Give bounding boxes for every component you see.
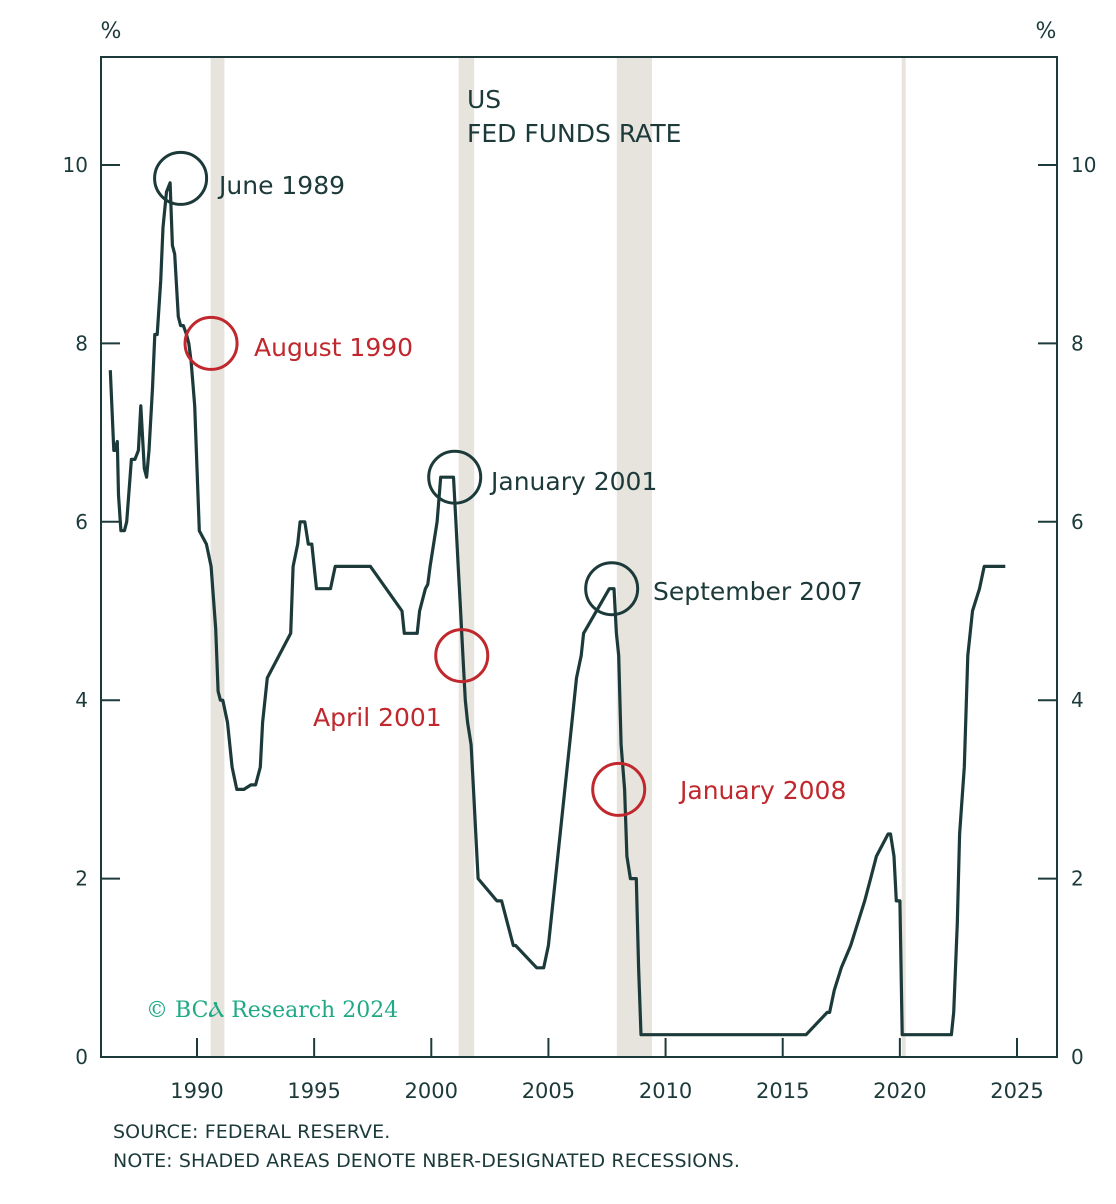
chart-title-line-2: FED FUNDS RATE bbox=[467, 119, 681, 148]
annotation-label-september-2007: September 2007 bbox=[653, 577, 863, 606]
annotation-label-august-1990: August 1990 bbox=[254, 333, 413, 362]
copyright-credit: © BCⲀ Research 2024 bbox=[146, 998, 398, 1023]
annotation-label-april-2001: April 2001 bbox=[313, 703, 442, 732]
annotation-circle-january-2008 bbox=[591, 761, 647, 817]
x-tick-label-2020: 2020 bbox=[873, 1079, 926, 1103]
x-tick-label-1990: 1990 bbox=[170, 1079, 223, 1103]
fed-funds-rate-line bbox=[108, 181, 1006, 1037]
x-tick-label-2010: 2010 bbox=[639, 1079, 692, 1103]
y-tick-label-right-4: 4 bbox=[1071, 688, 1084, 712]
y-tick-label-left-10: 10 bbox=[63, 153, 88, 177]
recession-band-1 bbox=[210, 57, 225, 1057]
y-tick-label-left-4: 4 bbox=[75, 688, 88, 712]
x-tick-label-2000: 2000 bbox=[405, 1079, 458, 1103]
annotation-circle-january-2001 bbox=[427, 449, 483, 505]
recession-shading bbox=[210, 57, 906, 1057]
fed-funds-chart: 0 0 2 2 4 4 6 6 8 8 10 10 1990 1995 2000 2005 2010 2015 20… bbox=[63, 19, 1097, 1103]
annotation-circle-april-2001 bbox=[434, 628, 490, 684]
annotation-circle-september-2007 bbox=[584, 561, 640, 617]
annotation-label-june-1989: June 1989 bbox=[217, 171, 345, 200]
y-tick-label-right-0: 0 bbox=[1071, 1045, 1084, 1069]
source-note: SOURCE: FEDERAL RESERVE. bbox=[113, 1121, 391, 1143]
annotation-label-january-2001: January 2001 bbox=[489, 467, 657, 496]
plot-frame bbox=[100, 56, 1058, 1058]
x-tick-label-2005: 2005 bbox=[522, 1079, 575, 1103]
right-unit-label: % bbox=[1036, 19, 1057, 44]
annotations: June 1989 August 1990 January 2001 April 20… bbox=[153, 150, 863, 817]
y-tick-label-left-8: 8 bbox=[75, 331, 88, 355]
x-tick-label-2015: 2015 bbox=[756, 1079, 809, 1103]
recession-band-2 bbox=[458, 57, 475, 1057]
y-tick-label-right-8: 8 bbox=[1071, 331, 1084, 355]
axes: 0 0 2 2 4 4 6 6 8 8 10 10 1990 1995 2000 2005 2010 2015 20… bbox=[63, 153, 1097, 1103]
recession-band-4 bbox=[901, 57, 906, 1057]
y-tick-label-left-2: 2 bbox=[75, 867, 88, 891]
chart-title-line-1: US bbox=[467, 85, 501, 114]
y-tick-label-right-2: 2 bbox=[1071, 867, 1084, 891]
annotation-circle-june-1989 bbox=[153, 150, 209, 206]
x-tick-label-1995: 1995 bbox=[287, 1079, 340, 1103]
y-tick-label-left-6: 6 bbox=[75, 510, 88, 534]
y-tick-label-left-0: 0 bbox=[75, 1045, 88, 1069]
y-tick-label-right-6: 6 bbox=[1071, 510, 1084, 534]
y-tick-label-right-10: 10 bbox=[1071, 153, 1096, 177]
left-unit-label: % bbox=[101, 19, 122, 44]
recession-note: NOTE: SHADED AREAS DENOTE NBER-DESIGNATE… bbox=[113, 1150, 740, 1172]
recession-band-3 bbox=[616, 57, 652, 1057]
x-tick-label-2025: 2025 bbox=[990, 1079, 1043, 1103]
annotation-label-january-2008: January 2008 bbox=[678, 776, 846, 805]
annotation-circle-august-1990 bbox=[183, 315, 239, 371]
